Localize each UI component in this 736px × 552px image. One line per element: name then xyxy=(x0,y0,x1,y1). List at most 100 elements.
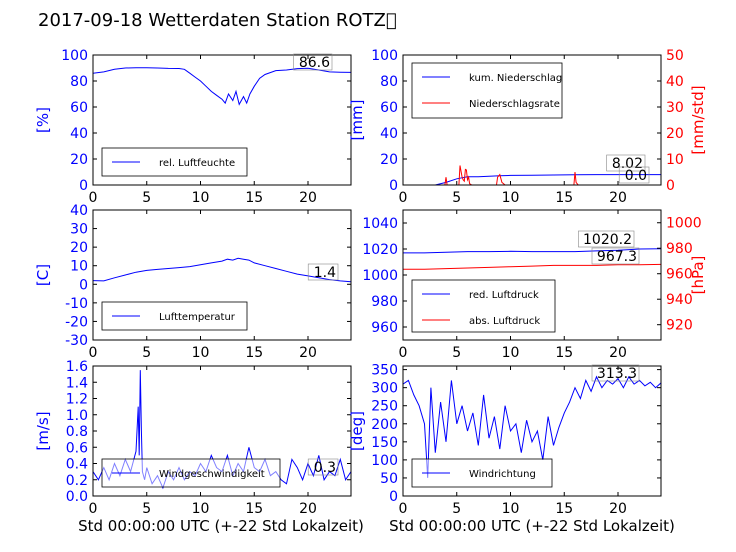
ytick-label-rain-0: 0 xyxy=(389,178,398,194)
series-line-rain-0 xyxy=(403,174,661,185)
annotation-pressure-1: 967.3 xyxy=(597,249,637,265)
ytick-label-rain-40: 40 xyxy=(380,126,398,142)
annotation-rain-1: 0.0 xyxy=(625,168,647,184)
ytick-label-pressure-1000: 1000 xyxy=(362,268,398,284)
ytick-label-wind_dir-50: 50 xyxy=(380,471,398,487)
ylabel-wind_dir: [deg] xyxy=(348,411,366,451)
xtick-label-pressure-10: 10 xyxy=(502,345,520,361)
ytick-label-wind_dir-250: 250 xyxy=(371,399,398,415)
ytick-right-label-pressure-940: 940 xyxy=(666,292,693,308)
ytick-label-wind_speed-0.8: 0.8 xyxy=(66,424,88,440)
panel-wind-dir: 0 5 10 15 20050100150200250300350[deg]Windri… xyxy=(348,363,662,517)
legend-label-humidity-0: rel. Luftfeuchte xyxy=(159,158,235,169)
ytick-label-wind_speed-1.4: 1.4 xyxy=(66,375,88,391)
xtick-label-wind_dir-20: 20 xyxy=(609,501,627,517)
xtick-label-rain-5: 5 xyxy=(452,190,461,206)
ytick-label-wind_dir-300: 300 xyxy=(371,381,398,397)
ytick-label-wind_speed-0: 0.0 xyxy=(66,489,88,505)
legend-label-pressure-1: abs. Luftdruck xyxy=(469,316,540,327)
xtick-label-wind_dir-0: 0 xyxy=(399,501,408,517)
legend-label-pressure-0: red. Luftdruck xyxy=(469,290,539,301)
ylabel-temperature: [C] xyxy=(34,264,52,286)
panel-humidity: 0 5 10 15 20 0 20 40 60 80 100 [%] rel. Luftfeuchte 8… xyxy=(34,48,352,206)
ytick-right-label-pressure-960: 960 xyxy=(666,267,693,283)
ytick-label-wind_speed-0.4: 0.4 xyxy=(66,457,88,473)
xtick-label-wind_speed-10: 10 xyxy=(192,501,210,517)
legend-label-wind_speed-0: Windgeschwindigkeit xyxy=(159,469,265,480)
ytick-label-temperature-40: 40 xyxy=(70,203,88,219)
annotation-box-humidity-0 xyxy=(293,53,333,71)
ytick-right-label-pressure-920: 920 xyxy=(666,318,693,334)
xtick-label-wind_speed-0: 0 xyxy=(89,501,98,517)
ytick-label-wind_dir-100: 100 xyxy=(371,453,398,469)
ytick-label-wind_dir-350: 350 xyxy=(371,363,398,379)
ytick-label-wind_dir-0: 0 xyxy=(389,489,398,505)
ytick-label-rain-100: 100 xyxy=(371,48,398,64)
annotation-wind_dir-0: 313.3 xyxy=(597,366,637,382)
annotation-wind_speed-0: 0.3 xyxy=(314,460,336,476)
xtick-label-humidity-5: 5 xyxy=(142,190,151,206)
xtick-label-pressure-0: 0 xyxy=(399,345,408,361)
xtick-label-temperature-15: 15 xyxy=(245,345,263,361)
ytick-label-wind_speed-1.2: 1.2 xyxy=(66,392,88,408)
series-line-pressure-1 xyxy=(403,263,661,270)
ylabel-wind_speed: [m/s] xyxy=(34,411,52,450)
xtick-label-rain-15: 15 xyxy=(555,190,573,206)
ytick-right-label-rain-30: 30 xyxy=(666,100,684,116)
ytick-right-label-rain-0: 0 xyxy=(666,178,675,194)
xtick-label-wind_dir-10: 10 xyxy=(502,501,520,517)
legend-label-temperature-0: Lufttemperatur xyxy=(159,312,236,323)
legend-label-rain-0: kum. Niederschlag xyxy=(469,73,562,84)
ytick-label-temperature--30: -30 xyxy=(65,333,88,349)
ytick-label-temperature-20: 20 xyxy=(70,240,88,256)
xtick-label-pressure-20: 20 xyxy=(609,345,627,361)
series-line-rain-1 xyxy=(403,165,661,185)
legend-box-rain xyxy=(411,62,563,119)
ytick-right-label-pressure-1000: 1000 xyxy=(666,216,702,232)
ytick-label-pressure-960: 960 xyxy=(371,320,398,336)
xtick-label-pressure-15: 15 xyxy=(555,345,573,361)
series-line-temperature-0 xyxy=(93,257,351,283)
xtick-label-temperature-0: 0 xyxy=(89,345,98,361)
ytick-label-wind_speed-1.6: 1.6 xyxy=(66,359,88,375)
xtick-label-wind_dir-15: 15 xyxy=(555,501,573,517)
xtick-label-temperature-5: 5 xyxy=(142,345,151,361)
legend-label-wind_dir-0: Windrichtung xyxy=(469,469,536,480)
xtick-label-rain-0: 0 xyxy=(399,190,408,206)
ytick-label-wind_dir-200: 200 xyxy=(371,417,398,433)
panel-rain: 0 5 10 15 20 0 20 40 60 80 100 0 10 20 30 40 50 [mm] [mm/s… xyxy=(348,48,707,206)
ylabel-right-pressure: [hPa] xyxy=(689,256,707,295)
ytick-label-temperature--10: -10 xyxy=(65,296,88,312)
annotation-box-pressure-1 xyxy=(591,247,640,265)
xtick-label-rain-10: 10 xyxy=(502,190,520,206)
ytick-right-label-rain-50: 50 xyxy=(666,48,684,64)
ytick-right-label-pressure-980: 980 xyxy=(666,241,693,257)
xtick-label-humidity-15: 15 xyxy=(245,190,263,206)
series-line-humidity-0 xyxy=(93,67,351,106)
figure-title: 2017-09-18 Wetterdaten Station ROTZ  xyxy=(38,10,397,31)
ytick-label-wind_speed-0.2: 0.2 xyxy=(66,473,88,489)
xtick-label-wind_speed-15: 15 xyxy=(245,501,263,517)
xtick-label-pressure-5: 5 xyxy=(452,345,461,361)
ytick-label-humidity-80: 80 xyxy=(70,74,88,90)
legend-label-rain-1: Niederschlagsrate xyxy=(469,99,560,110)
ytick-label-temperature-0: 0 xyxy=(79,277,88,293)
series-line-pressure-0 xyxy=(403,248,661,254)
series-line-wind_dir-0 xyxy=(403,375,661,478)
ytick-label-pressure-1020: 1020 xyxy=(362,242,398,258)
ytick-label-temperature-10: 10 xyxy=(70,259,88,275)
xtick-label-humidity-10: 10 xyxy=(192,190,210,206)
xtick-label-humidity-0: 0 xyxy=(89,190,98,206)
ytick-label-rain-20: 20 xyxy=(380,152,398,168)
axes-frame-humidity xyxy=(92,54,352,186)
ytick-label-temperature-30: 30 xyxy=(70,222,88,238)
axes-frame-wind_dir xyxy=(402,365,662,497)
xlabel-right: Std 00:00:00 UTC (+-22 Std Lokalzeit) xyxy=(389,517,675,535)
ytick-label-rain-80: 80 xyxy=(380,74,398,90)
panel-wind-speed: 0 5 10 15 20 0.00.20.40.60.81.01.21.41.6 [m/s]… xyxy=(34,359,352,517)
xtick-label-rain-20: 20 xyxy=(609,190,627,206)
ytick-label-wind_speed-1: 1.0 xyxy=(66,408,88,424)
annotation-box-rain-0 xyxy=(606,154,646,172)
annotation-rain-0: 8.02 xyxy=(612,156,643,172)
annotation-humidity-0: 86.6 xyxy=(299,55,330,71)
